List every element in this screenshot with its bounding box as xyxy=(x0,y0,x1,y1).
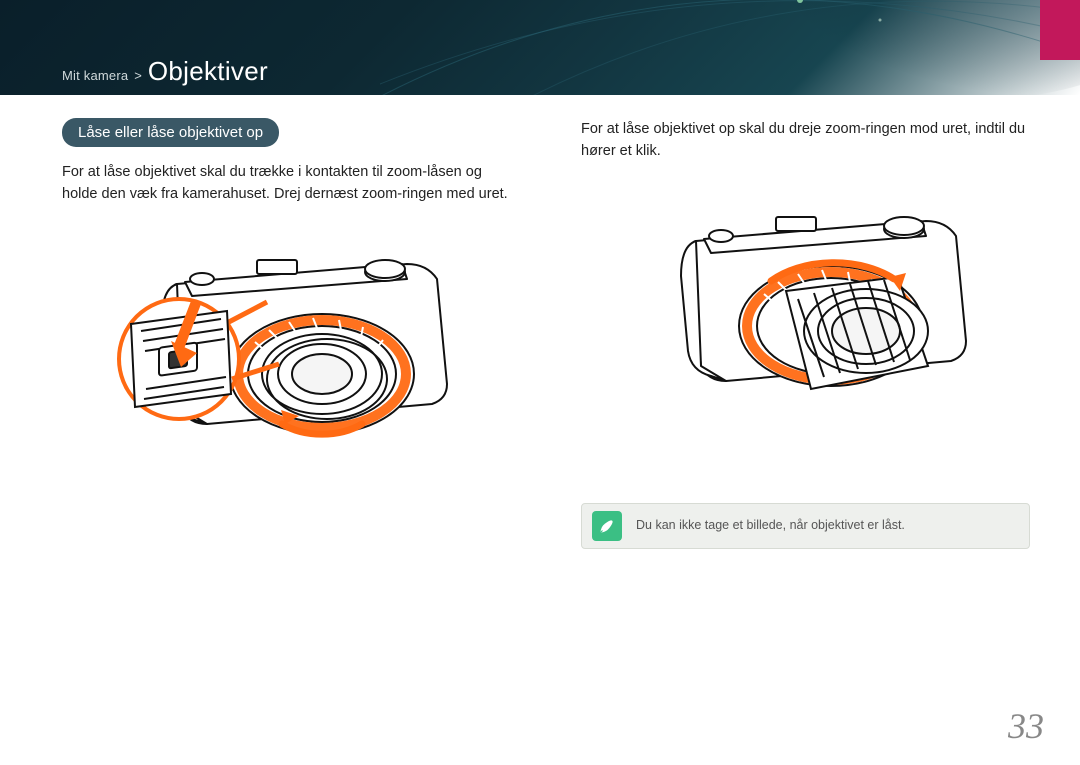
breadcrumb-separator: > xyxy=(134,68,142,83)
pen-icon xyxy=(592,511,622,541)
note-box: Du kan ikke tage et billede, når objekti… xyxy=(581,503,1030,549)
section-heading-pill: Låse eller låse objektivet op xyxy=(62,118,279,147)
magenta-side-tab xyxy=(1040,0,1080,60)
right-paragraph: For at låse objektivet op skal du dreje … xyxy=(581,118,1030,163)
breadcrumb-title: Objektiver xyxy=(148,56,268,86)
camera-lock-lens-illustration xyxy=(107,224,467,524)
left-paragraph: For at låse objektivet skal du trække i … xyxy=(62,161,511,206)
left-illustration-wrap xyxy=(62,224,511,524)
right-column: For at låse objektivet op skal du dreje … xyxy=(581,118,1030,745)
header-band: Mit kamera > Objektiver xyxy=(0,0,1080,95)
manual-page: Mit kamera > Objektiver Låse eller låse … xyxy=(0,0,1080,765)
breadcrumb: Mit kamera > Objektiver xyxy=(62,56,268,87)
page-number: 33 xyxy=(1008,705,1044,747)
header-curves-decor xyxy=(380,0,1080,95)
camera-unlock-lens-illustration xyxy=(626,181,986,481)
note-text: Du kan ikke tage et billede, når objekti… xyxy=(636,517,905,535)
left-column: Låse eller låse objektivet op For at lås… xyxy=(62,118,511,745)
content-area: Låse eller låse objektivet op For at lås… xyxy=(62,118,1030,745)
right-illustration-wrap xyxy=(581,181,1030,481)
breadcrumb-prefix: Mit kamera xyxy=(62,68,128,83)
